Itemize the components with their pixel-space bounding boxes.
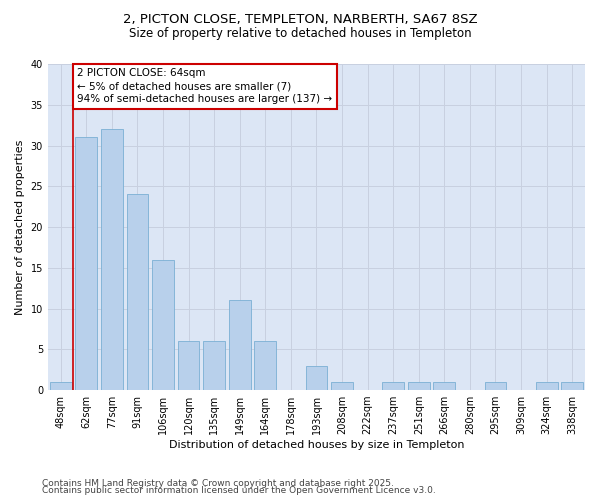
Text: Size of property relative to detached houses in Templeton: Size of property relative to detached ho… [128,28,472,40]
Text: Contains public sector information licensed under the Open Government Licence v3: Contains public sector information licen… [42,486,436,495]
Bar [382,382,404,390]
Bar [408,382,430,390]
Bar [305,366,328,390]
Bar [331,382,353,390]
Bar [76,138,97,390]
Bar [127,194,148,390]
Bar [101,129,123,390]
Bar [485,382,506,390]
Bar [229,300,251,390]
Bar [203,341,225,390]
Text: 2 PICTON CLOSE: 64sqm
← 5% of detached houses are smaller (7)
94% of semi-detach: 2 PICTON CLOSE: 64sqm ← 5% of detached h… [77,68,332,104]
Bar [50,382,71,390]
X-axis label: Distribution of detached houses by size in Templeton: Distribution of detached houses by size … [169,440,464,450]
Text: Contains HM Land Registry data © Crown copyright and database right 2025.: Contains HM Land Registry data © Crown c… [42,478,394,488]
Text: 2, PICTON CLOSE, TEMPLETON, NARBERTH, SA67 8SZ: 2, PICTON CLOSE, TEMPLETON, NARBERTH, SA… [122,12,478,26]
Bar [433,382,455,390]
Bar [178,341,199,390]
Bar [562,382,583,390]
Bar [536,382,557,390]
Bar [254,341,276,390]
Bar [152,260,174,390]
Y-axis label: Number of detached properties: Number of detached properties [15,140,25,314]
